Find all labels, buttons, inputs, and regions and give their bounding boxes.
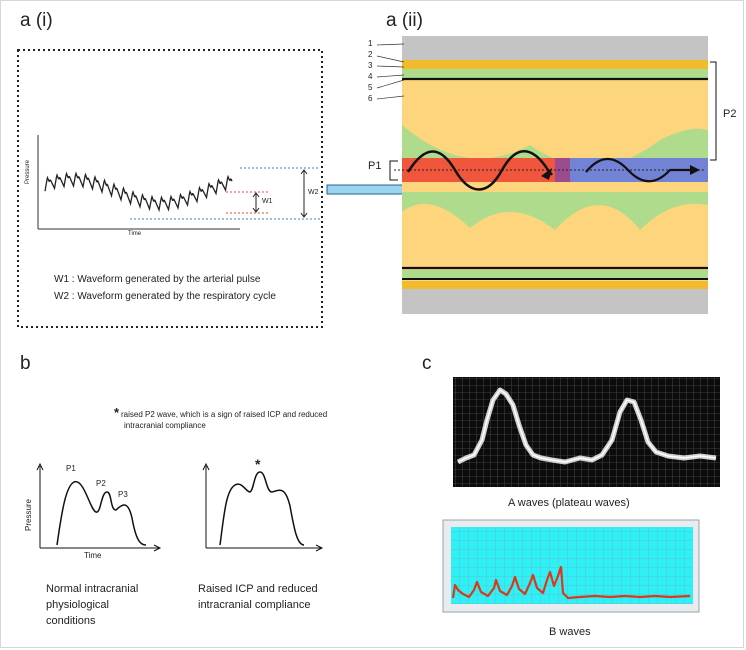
b-x-label: Time	[84, 551, 102, 560]
b-wave-trace	[451, 565, 691, 600]
caption-normal-line-2: physiological	[46, 599, 109, 611]
pulse-arrowhead-1	[541, 168, 552, 180]
csf-bottom	[402, 270, 708, 279]
a-wave-grid	[453, 377, 720, 487]
caption-normal-line-1: Normal intracranial	[46, 583, 139, 595]
caption-normal-line-3: conditions	[46, 615, 96, 627]
raised-icp-wave	[219, 471, 305, 546]
pulse-wave-venous	[585, 157, 692, 183]
icp-waveform	[44, 171, 233, 213]
csf-middle-lower	[402, 192, 708, 230]
w1-arrowheads	[252, 192, 260, 213]
caption-raised-line-1: Raised ICP and reduced	[198, 583, 318, 595]
skull-bottom	[402, 289, 708, 314]
peak-label-p3: P3	[118, 490, 128, 499]
leader-5	[376, 79, 405, 89]
layer-label-4: 4	[368, 72, 373, 81]
skull-top	[402, 36, 708, 60]
b-raised-y-arrowhead	[202, 462, 210, 471]
csf-top	[402, 69, 708, 80]
pulse-arrowhead-2	[690, 165, 700, 175]
raised-p2-asterisk: *	[255, 456, 261, 472]
caption-raised-line-2: intracranial compliance	[198, 599, 311, 611]
p1-label: P1	[368, 160, 382, 172]
dotted-box	[17, 49, 323, 328]
a-wave-trace-core	[457, 389, 717, 463]
dura-top	[402, 60, 708, 69]
pulse-wave-arterial	[406, 150, 553, 191]
normal-icp-wave	[56, 481, 147, 546]
panel-label-a-ii: a (ii)	[386, 10, 423, 31]
caption-b-waves: B waves	[549, 626, 591, 638]
panel-label-c: c	[422, 353, 432, 374]
b-wave-grid	[451, 527, 693, 604]
w2-label: W2	[308, 189, 319, 196]
dura-bottom	[402, 281, 708, 289]
panel-label-b: b	[20, 353, 31, 374]
leader-2	[376, 55, 405, 63]
peak-label-p1: P1	[66, 464, 76, 473]
a-i-x-label: Time	[128, 231, 142, 237]
leader-4	[376, 74, 405, 78]
peak-label-p2: P2	[96, 479, 106, 488]
layer-label-3: 3	[368, 61, 373, 70]
note-line-1: raised P2 wave, which is a sign of raise…	[121, 410, 328, 419]
panel-label-a-i: a (i)	[20, 10, 53, 31]
leader-3	[376, 65, 405, 68]
p2-bracket	[710, 61, 717, 161]
b-normal-y-arrowhead	[36, 462, 44, 471]
p1-bracket	[389, 160, 398, 181]
layer-label-2: 2	[368, 50, 373, 59]
layer-label-6: 6	[368, 94, 373, 103]
w2-arrowheads	[300, 169, 308, 218]
b-normal-x-arrowhead	[153, 544, 162, 552]
legend-w2: W2 : Waveform generated by the respirato…	[54, 291, 276, 302]
note-line-2: intracranial compliance	[124, 421, 206, 430]
b-raised-x-arrowhead	[315, 544, 324, 552]
note-asterisk: *	[114, 405, 120, 420]
layer-label-1: 1	[368, 39, 373, 48]
w1-label: W1	[262, 198, 273, 205]
layer-label-5: 5	[368, 83, 373, 92]
caption-a-waves: A waves (plateau waves)	[508, 497, 630, 509]
leader-6	[376, 95, 405, 100]
legend-w1: W1 : Waveform generated by the arterial …	[54, 274, 261, 285]
leader-1	[376, 43, 405, 46]
p2-label: P2	[723, 108, 737, 120]
